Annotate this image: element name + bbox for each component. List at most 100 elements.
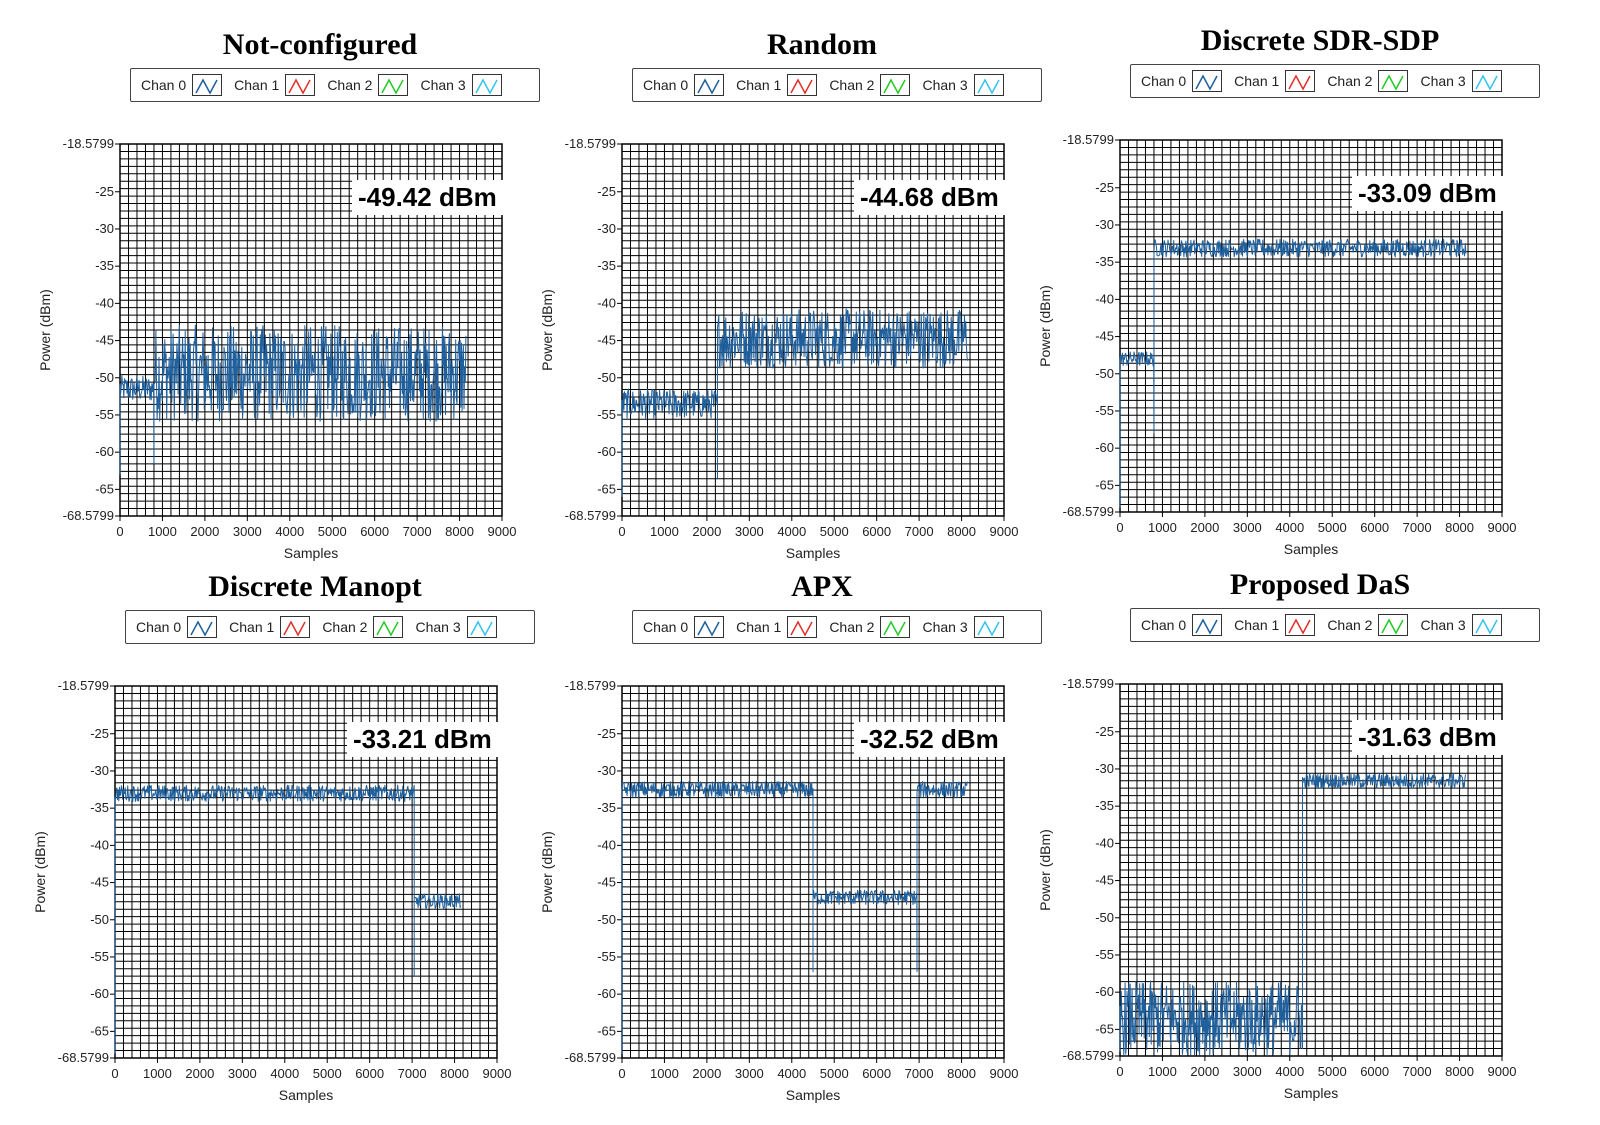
line-swatch-icon: [880, 616, 911, 638]
legend-label: Chan 1: [229, 619, 275, 635]
x-tick-label: 5000: [820, 1066, 849, 1081]
legend-entry[interactable]: Chan 3: [1420, 70, 1502, 92]
chart-legend: Chan 0 Chan 1 Chan 2 Chan 3: [130, 68, 540, 102]
y-tick-label: -18.5799: [58, 678, 109, 693]
y-tick-label: -50: [90, 912, 109, 927]
y-tick-label: -68.5799: [1063, 1048, 1114, 1063]
legend-label: Chan 3: [420, 77, 466, 93]
grid: [1119, 139, 1503, 513]
x-axis-label: Samples: [786, 545, 840, 561]
legend-entry[interactable]: Chan 1: [1234, 614, 1316, 636]
legend-entry[interactable]: Chan 1: [234, 74, 316, 96]
y-tick-label: -18.5799: [565, 678, 616, 693]
line-swatch-icon: [880, 74, 911, 96]
legend-entry[interactable]: Chan 1: [736, 74, 818, 96]
legend-entry[interactable]: Chan 0: [136, 616, 218, 638]
legend-label: Chan 2: [322, 619, 368, 635]
legend-entry[interactable]: Chan 1: [229, 616, 311, 638]
y-tick-label: -40: [597, 837, 616, 852]
y-axis-label: Power (dBm): [37, 289, 53, 371]
x-tick-label: 7000: [398, 1066, 427, 1081]
chart-title: Proposed DaS: [1229, 568, 1411, 601]
y-tick-label: -68.5799: [565, 1050, 616, 1065]
chart-legend: Chan 0 Chan 1 Chan 2 Chan 3: [632, 610, 1042, 644]
y-axis-label: Power (dBm): [1037, 285, 1053, 367]
series-line: [114, 784, 462, 1054]
legend-entry[interactable]: Chan 0: [1141, 614, 1223, 636]
legend-entry[interactable]: Chan 2: [327, 74, 409, 96]
y-tick-label: -60: [597, 986, 616, 1001]
x-tick-label: 3000: [1233, 1064, 1262, 1079]
y-tick-label: -40: [95, 295, 114, 310]
legend-label: Chan 0: [643, 77, 689, 93]
y-tick-label: -35: [1095, 798, 1114, 813]
x-tick-label: 4000: [1275, 520, 1304, 535]
y-tick-label: -50: [95, 370, 114, 385]
x-tick-label: 6000: [1360, 520, 1389, 535]
legend-label: Chan 0: [136, 619, 182, 635]
x-tick-label: 6000: [862, 524, 891, 539]
x-tick-label: 5000: [820, 524, 849, 539]
power-annotation: -49.42 dBm: [352, 180, 503, 215]
x-tick-label: 5000: [1318, 1064, 1347, 1079]
y-tick-label: -68.5799: [565, 508, 616, 523]
legend-entry[interactable]: Chan 3: [420, 74, 502, 96]
x-tick-label: 6000: [355, 1066, 384, 1081]
y-tick-label: -45: [90, 875, 109, 890]
legend-label: Chan 2: [829, 77, 875, 93]
plot-area: -18.5799 -25 -30 -35 -40 -45 -50 -55 -60 -65 -68.5…: [539, 136, 1018, 561]
legend-entry[interactable]: Chan 1: [1234, 70, 1316, 92]
legend-entry[interactable]: Chan 1: [736, 616, 818, 638]
legend-entry[interactable]: Chan 3: [415, 616, 497, 638]
x-tick-label: 8000: [947, 524, 976, 539]
legend-entry[interactable]: Chan 0: [1141, 70, 1223, 92]
line-swatch-icon: [1471, 614, 1502, 636]
plot-frame: [119, 143, 503, 517]
chart-panel: APX Chan 0 Chan 1 Chan 2 Chan 3 -18.5799 -25 -3…: [512, 570, 1042, 1110]
legend-entry[interactable]: Chan 2: [1327, 614, 1409, 636]
legend-entry[interactable]: Chan 3: [922, 74, 1004, 96]
y-tick-label: -35: [597, 800, 616, 815]
y-tick-label: -65: [90, 1023, 109, 1038]
x-tick-label: 1000: [1148, 520, 1177, 535]
x-tick-label: 3000: [1233, 520, 1262, 535]
x-tick-label: 7000: [403, 524, 432, 539]
y-tick-label: -40: [1095, 835, 1114, 850]
power-annotation: -32.52 dBm: [854, 722, 1005, 757]
y-tick-label: -60: [1095, 440, 1114, 455]
y-tick-label: -30: [1095, 761, 1114, 776]
power-annotation: -33.21 dBm: [347, 722, 498, 757]
x-axis-label: Samples: [284, 545, 338, 561]
line-swatch-icon: [694, 74, 725, 96]
series-line: [1119, 238, 1467, 508]
x-tick-label: 9000: [488, 524, 517, 539]
legend-entry[interactable]: Chan 2: [829, 616, 911, 638]
legend-entry[interactable]: Chan 0: [643, 616, 725, 638]
line-swatch-icon: [378, 74, 409, 96]
line-swatch-icon: [973, 616, 1004, 638]
legend-entry[interactable]: Chan 2: [322, 616, 404, 638]
legend-entry[interactable]: Chan 0: [141, 74, 223, 96]
y-tick-label: -25: [95, 184, 114, 199]
y-tick-label: -18.5799: [565, 136, 616, 151]
legend-entry[interactable]: Chan 2: [829, 74, 911, 96]
series-line: [621, 308, 969, 497]
legend-entry[interactable]: Chan 0: [643, 74, 725, 96]
legend-label: Chan 0: [1141, 617, 1187, 633]
y-tick-label: -60: [1095, 984, 1114, 999]
x-tick-label: 6000: [1360, 1064, 1389, 1079]
y-tick-label: -50: [597, 912, 616, 927]
y-tick-label: -55: [597, 407, 616, 422]
y-tick-label: -65: [597, 481, 616, 496]
legend-label: Chan 3: [415, 619, 461, 635]
line-swatch-icon: [1192, 614, 1223, 636]
legend-entry[interactable]: Chan 2: [1327, 70, 1409, 92]
chart-panel: Proposed DaS Chan 0 Chan 1 Chan 2 Chan 3 -18.…: [1010, 568, 1540, 1108]
legend-entry[interactable]: Chan 3: [922, 616, 1004, 638]
legend-entry[interactable]: Chan 3: [1420, 614, 1502, 636]
line-swatch-icon: [192, 74, 223, 96]
line-swatch-icon: [280, 616, 311, 638]
legend-label: Chan 2: [327, 77, 373, 93]
x-tick-label: 8000: [1445, 1064, 1474, 1079]
